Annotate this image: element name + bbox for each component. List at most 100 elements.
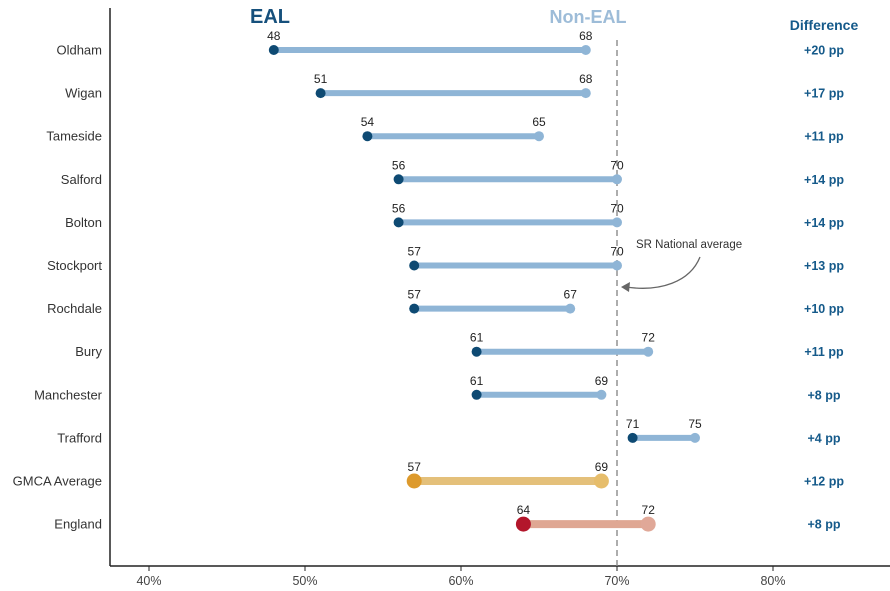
eal-value-label: 57 xyxy=(408,245,422,259)
row-salford: Salford 56 70 +14 pp xyxy=(61,158,845,187)
x-tick-label: 50% xyxy=(292,574,317,588)
eal-point xyxy=(409,260,420,271)
reference-annotation: SR National average xyxy=(621,239,742,292)
non-eal-point xyxy=(643,346,654,357)
non-eal-point xyxy=(612,217,622,228)
category-label: GMCA Average xyxy=(13,474,102,489)
difference-label: +13 pp xyxy=(804,259,844,273)
row-rochdale: Rochdale 57 67 +10 pp xyxy=(47,288,844,317)
row-oldham: Oldham 48 68 +20 pp xyxy=(56,29,844,58)
eal-point xyxy=(393,217,404,228)
arrowhead-icon xyxy=(621,282,630,292)
non-eal-point xyxy=(612,174,622,185)
eal-point xyxy=(471,346,482,357)
difference-label: +4 pp xyxy=(808,431,841,445)
row-england: England 64 72 +8 pp xyxy=(54,503,841,532)
non-eal-value-label: 75 xyxy=(688,417,702,431)
non-eal-point xyxy=(534,131,544,142)
axes xyxy=(109,8,890,567)
non-eal-value-label: 70 xyxy=(610,158,624,172)
category-label: Tameside xyxy=(46,129,102,144)
category-label: Oldham xyxy=(56,43,102,58)
category-label: Wigan xyxy=(65,86,102,101)
x-tick-label: 70% xyxy=(604,574,629,588)
difference-label: +11 pp xyxy=(804,345,844,359)
non-eal-value-label: 68 xyxy=(579,29,593,43)
non-eal-value-label: 70 xyxy=(610,201,624,215)
row-gmca-average: GMCA Average 57 69 +12 pp xyxy=(13,460,844,489)
eal-value-label: 56 xyxy=(392,158,406,172)
non-eal-point xyxy=(596,389,607,400)
eal-value-label: 64 xyxy=(517,503,531,517)
category-label: Salford xyxy=(61,172,102,187)
eal-point xyxy=(393,174,404,185)
reference-annotation-arrow xyxy=(625,256,701,289)
row-manchester: Manchester 61 69 +8 pp xyxy=(34,374,841,403)
non-eal-point xyxy=(580,88,591,99)
row-stockport: Stockport 57 70 +13 pp xyxy=(47,245,844,274)
x-tick-label: 60% xyxy=(448,574,473,588)
category-label: Bolton xyxy=(65,215,102,230)
non-eal-point xyxy=(640,516,656,532)
non-eal-value-label: 72 xyxy=(642,503,656,517)
eal-value-label: 57 xyxy=(408,460,422,474)
difference-label: +14 pp xyxy=(804,173,844,187)
non-eal-point xyxy=(612,260,622,271)
x-tick-label: 40% xyxy=(136,574,161,588)
difference-label: +11 pp xyxy=(804,130,844,144)
chart-rows: Oldham 48 68 +20 pp Wigan 51 68 +17 pp Tameside 5… xyxy=(13,29,845,532)
x-ticks: 40% 50% 60% 70% 80% xyxy=(136,566,786,588)
difference-label: +8 pp xyxy=(808,518,841,532)
non-eal-point xyxy=(580,45,591,55)
legend-non-eal-header: Non-EAL xyxy=(550,7,627,27)
eal-point xyxy=(515,516,531,532)
eal-value-label: 56 xyxy=(392,201,406,215)
category-label: Manchester xyxy=(34,387,103,402)
reference-annotation-label: SR National average xyxy=(636,239,742,251)
non-eal-value-label: 68 xyxy=(579,72,593,86)
non-eal-value-label: 72 xyxy=(642,331,656,345)
eal-point xyxy=(362,131,373,142)
difference-label: +8 pp xyxy=(808,388,841,402)
non-eal-value-label: 69 xyxy=(595,460,609,474)
eal-value-label: 61 xyxy=(470,331,484,345)
eal-point xyxy=(268,45,279,55)
eal-value-label: 71 xyxy=(626,417,640,431)
difference-label: +10 pp xyxy=(804,302,844,316)
category-label: England xyxy=(54,517,102,532)
non-eal-value-label: 69 xyxy=(595,374,609,388)
row-bury: Bury 61 72 +11 pp xyxy=(75,331,844,360)
non-eal-point xyxy=(593,473,609,489)
eal-value-label: 57 xyxy=(408,288,422,302)
non-eal-point xyxy=(565,303,576,314)
x-tick-label: 80% xyxy=(760,574,785,588)
row-wigan: Wigan 51 68 +17 pp xyxy=(65,72,844,101)
non-eal-value-label: 70 xyxy=(610,245,624,259)
difference-label: +17 pp xyxy=(804,87,844,101)
eal-point xyxy=(627,432,638,443)
eal-value-label: 54 xyxy=(361,115,375,129)
category-label: Stockport xyxy=(47,258,102,273)
eal-point xyxy=(409,303,420,314)
category-label: Bury xyxy=(75,344,102,359)
eal-value-label: 48 xyxy=(267,29,281,43)
eal-point xyxy=(406,473,422,489)
category-label: Trafford xyxy=(57,430,102,445)
difference-label: +14 pp xyxy=(804,216,844,230)
row-bolton: Bolton 56 70 +14 pp xyxy=(65,201,844,230)
non-eal-value-label: 67 xyxy=(564,288,578,302)
legend-eal-header: EAL xyxy=(250,6,290,28)
difference-label: +20 pp xyxy=(804,44,844,58)
non-eal-point xyxy=(690,432,700,443)
eal-value-label: 51 xyxy=(314,72,328,86)
eal-point xyxy=(315,88,326,99)
non-eal-value-label: 65 xyxy=(532,115,546,129)
difference-label: +12 pp xyxy=(804,475,844,489)
difference-header: Difference xyxy=(790,17,859,33)
eal-point xyxy=(471,389,482,400)
row-trafford: Trafford 71 75 +4 pp xyxy=(57,417,841,446)
eal-value-label: 61 xyxy=(470,374,484,388)
category-label: Rochdale xyxy=(47,301,102,316)
row-tameside: Tameside 54 65 +11 pp xyxy=(46,115,844,144)
